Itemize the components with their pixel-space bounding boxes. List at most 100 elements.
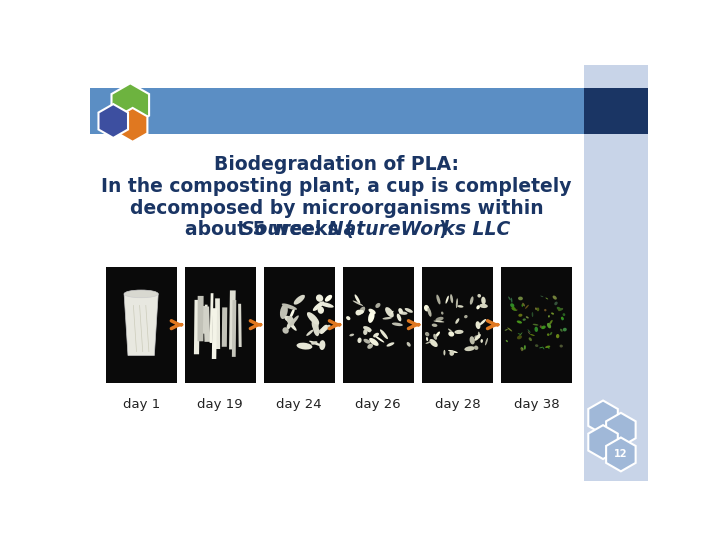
Polygon shape [210, 293, 213, 343]
Polygon shape [229, 291, 235, 349]
Ellipse shape [516, 309, 518, 310]
Ellipse shape [357, 310, 364, 314]
Ellipse shape [553, 295, 557, 300]
Text: Source: NatureWorks LLC: Source: NatureWorks LLC [241, 220, 510, 239]
Ellipse shape [349, 334, 354, 336]
Ellipse shape [387, 342, 395, 347]
Bar [264, 267, 335, 383]
Text: day 19: day 19 [197, 398, 243, 411]
Ellipse shape [454, 330, 464, 334]
Ellipse shape [528, 329, 531, 333]
Ellipse shape [517, 321, 522, 323]
Ellipse shape [511, 308, 517, 311]
Ellipse shape [539, 347, 543, 348]
Ellipse shape [540, 325, 542, 328]
Ellipse shape [436, 317, 444, 321]
Ellipse shape [289, 308, 295, 319]
Ellipse shape [562, 318, 564, 320]
Ellipse shape [535, 345, 539, 347]
Text: Biodegradation of PLA:: Biodegradation of PLA: [214, 156, 459, 174]
Ellipse shape [554, 302, 558, 305]
Ellipse shape [511, 298, 513, 303]
Ellipse shape [476, 321, 480, 329]
Ellipse shape [518, 314, 523, 317]
Ellipse shape [436, 295, 441, 305]
Ellipse shape [469, 336, 474, 345]
Text: 12: 12 [614, 449, 628, 460]
Ellipse shape [282, 327, 289, 334]
Ellipse shape [446, 296, 449, 303]
Ellipse shape [364, 339, 370, 343]
Ellipse shape [399, 312, 408, 315]
Ellipse shape [366, 327, 371, 332]
Ellipse shape [287, 316, 294, 326]
Ellipse shape [354, 294, 360, 303]
Text: day 38: day 38 [513, 398, 559, 411]
Ellipse shape [385, 307, 394, 318]
Ellipse shape [517, 335, 522, 339]
Ellipse shape [545, 346, 550, 348]
Ellipse shape [512, 307, 516, 310]
Ellipse shape [356, 310, 361, 315]
Polygon shape [194, 300, 199, 354]
Text: day 1: day 1 [122, 398, 160, 411]
Text: day 28: day 28 [435, 398, 480, 411]
Text: In the composting plant, a cup is completely: In the composting plant, a cup is comple… [102, 177, 572, 196]
Ellipse shape [540, 295, 544, 297]
Ellipse shape [280, 304, 288, 319]
Ellipse shape [373, 333, 379, 338]
Ellipse shape [444, 350, 446, 355]
Ellipse shape [546, 298, 548, 299]
Ellipse shape [448, 350, 458, 353]
Ellipse shape [547, 323, 551, 328]
Ellipse shape [282, 303, 297, 310]
Ellipse shape [480, 319, 486, 325]
Ellipse shape [508, 328, 512, 332]
Ellipse shape [425, 332, 429, 336]
Ellipse shape [547, 333, 549, 336]
Ellipse shape [374, 335, 384, 342]
Ellipse shape [550, 332, 552, 335]
Ellipse shape [455, 318, 459, 324]
Ellipse shape [536, 307, 539, 311]
Ellipse shape [535, 307, 537, 310]
Ellipse shape [363, 326, 372, 332]
Polygon shape [232, 300, 236, 357]
Bar [90, 88, 585, 134]
Ellipse shape [551, 313, 554, 315]
Ellipse shape [380, 329, 388, 339]
Ellipse shape [432, 323, 438, 327]
Ellipse shape [398, 308, 403, 314]
Ellipse shape [309, 341, 323, 347]
Ellipse shape [353, 301, 363, 306]
Ellipse shape [481, 296, 486, 305]
Ellipse shape [405, 308, 413, 313]
Ellipse shape [524, 345, 526, 350]
Ellipse shape [548, 347, 549, 349]
Ellipse shape [478, 332, 480, 338]
Polygon shape [212, 308, 217, 359]
Ellipse shape [346, 316, 351, 320]
Ellipse shape [294, 295, 305, 305]
Ellipse shape [426, 337, 428, 341]
Ellipse shape [297, 343, 312, 349]
Polygon shape [588, 425, 618, 459]
Ellipse shape [505, 329, 508, 330]
Polygon shape [112, 83, 149, 126]
Ellipse shape [319, 302, 334, 308]
Ellipse shape [518, 296, 523, 300]
Ellipse shape [450, 294, 453, 303]
Bar [500, 267, 572, 383]
Polygon shape [606, 437, 636, 471]
Ellipse shape [557, 307, 562, 310]
Ellipse shape [367, 343, 373, 349]
Ellipse shape [544, 309, 546, 312]
Ellipse shape [318, 307, 324, 314]
Ellipse shape [549, 320, 553, 325]
Ellipse shape [542, 347, 544, 349]
Text: day 26: day 26 [356, 398, 401, 411]
Ellipse shape [520, 332, 523, 336]
Ellipse shape [307, 312, 319, 325]
Ellipse shape [560, 329, 562, 332]
Ellipse shape [449, 332, 454, 336]
